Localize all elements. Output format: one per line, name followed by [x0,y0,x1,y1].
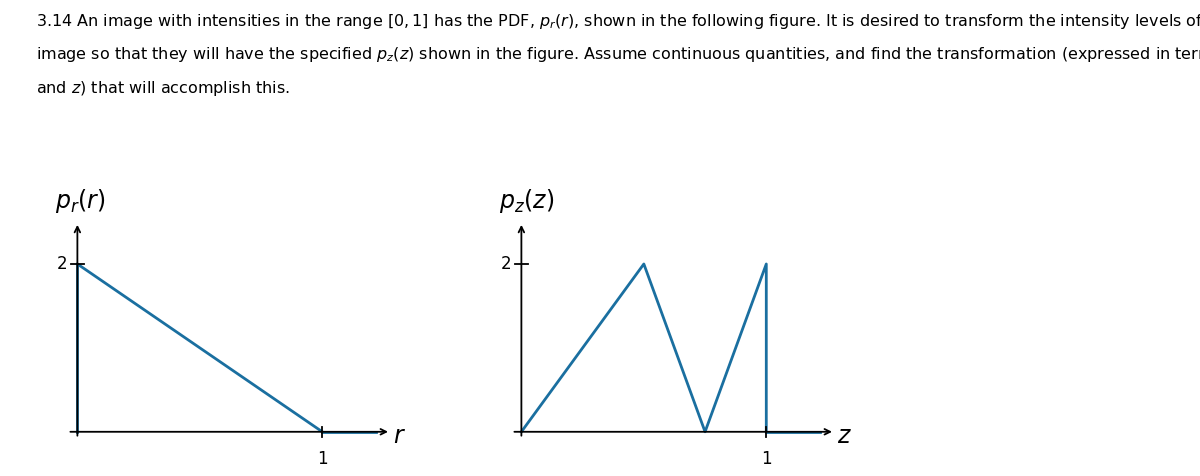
Text: $r$: $r$ [394,424,407,448]
Text: and $z$) that will accomplish this.: and $z$) that will accomplish this. [36,79,290,98]
Text: 3.14 An image with intensities in the range $[0, 1]$ has the PDF, $p_r(r)$, show: 3.14 An image with intensities in the ra… [36,12,1200,31]
Text: image so that they will have the specified $p_z(z)$ shown in the figure. Assume : image so that they will have the specifi… [36,45,1200,64]
Text: $p_z(z)$: $p_z(z)$ [499,188,554,215]
Text: $z$: $z$ [838,424,852,448]
Text: 1: 1 [761,450,772,468]
Text: $p_r(r)$: $p_r(r)$ [55,188,106,215]
Text: 2: 2 [56,255,67,273]
Text: 1: 1 [317,450,328,468]
Text: 2: 2 [500,255,511,273]
